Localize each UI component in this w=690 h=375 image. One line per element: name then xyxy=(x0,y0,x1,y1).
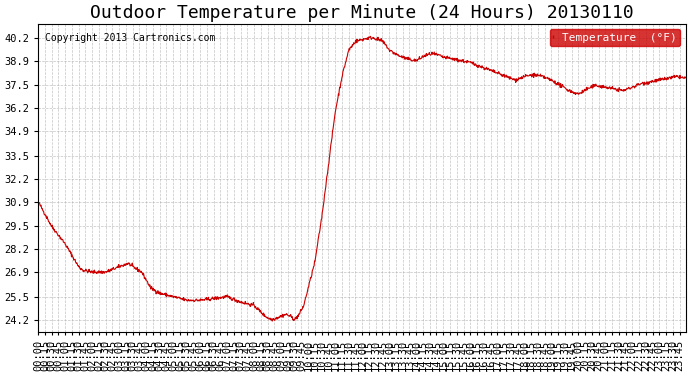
Title: Outdoor Temperature per Minute (24 Hours) 20130110: Outdoor Temperature per Minute (24 Hours… xyxy=(90,4,634,22)
Text: Copyright 2013 Cartronics.com: Copyright 2013 Cartronics.com xyxy=(45,33,215,43)
Legend: Temperature  (°F): Temperature (°F) xyxy=(550,29,680,46)
